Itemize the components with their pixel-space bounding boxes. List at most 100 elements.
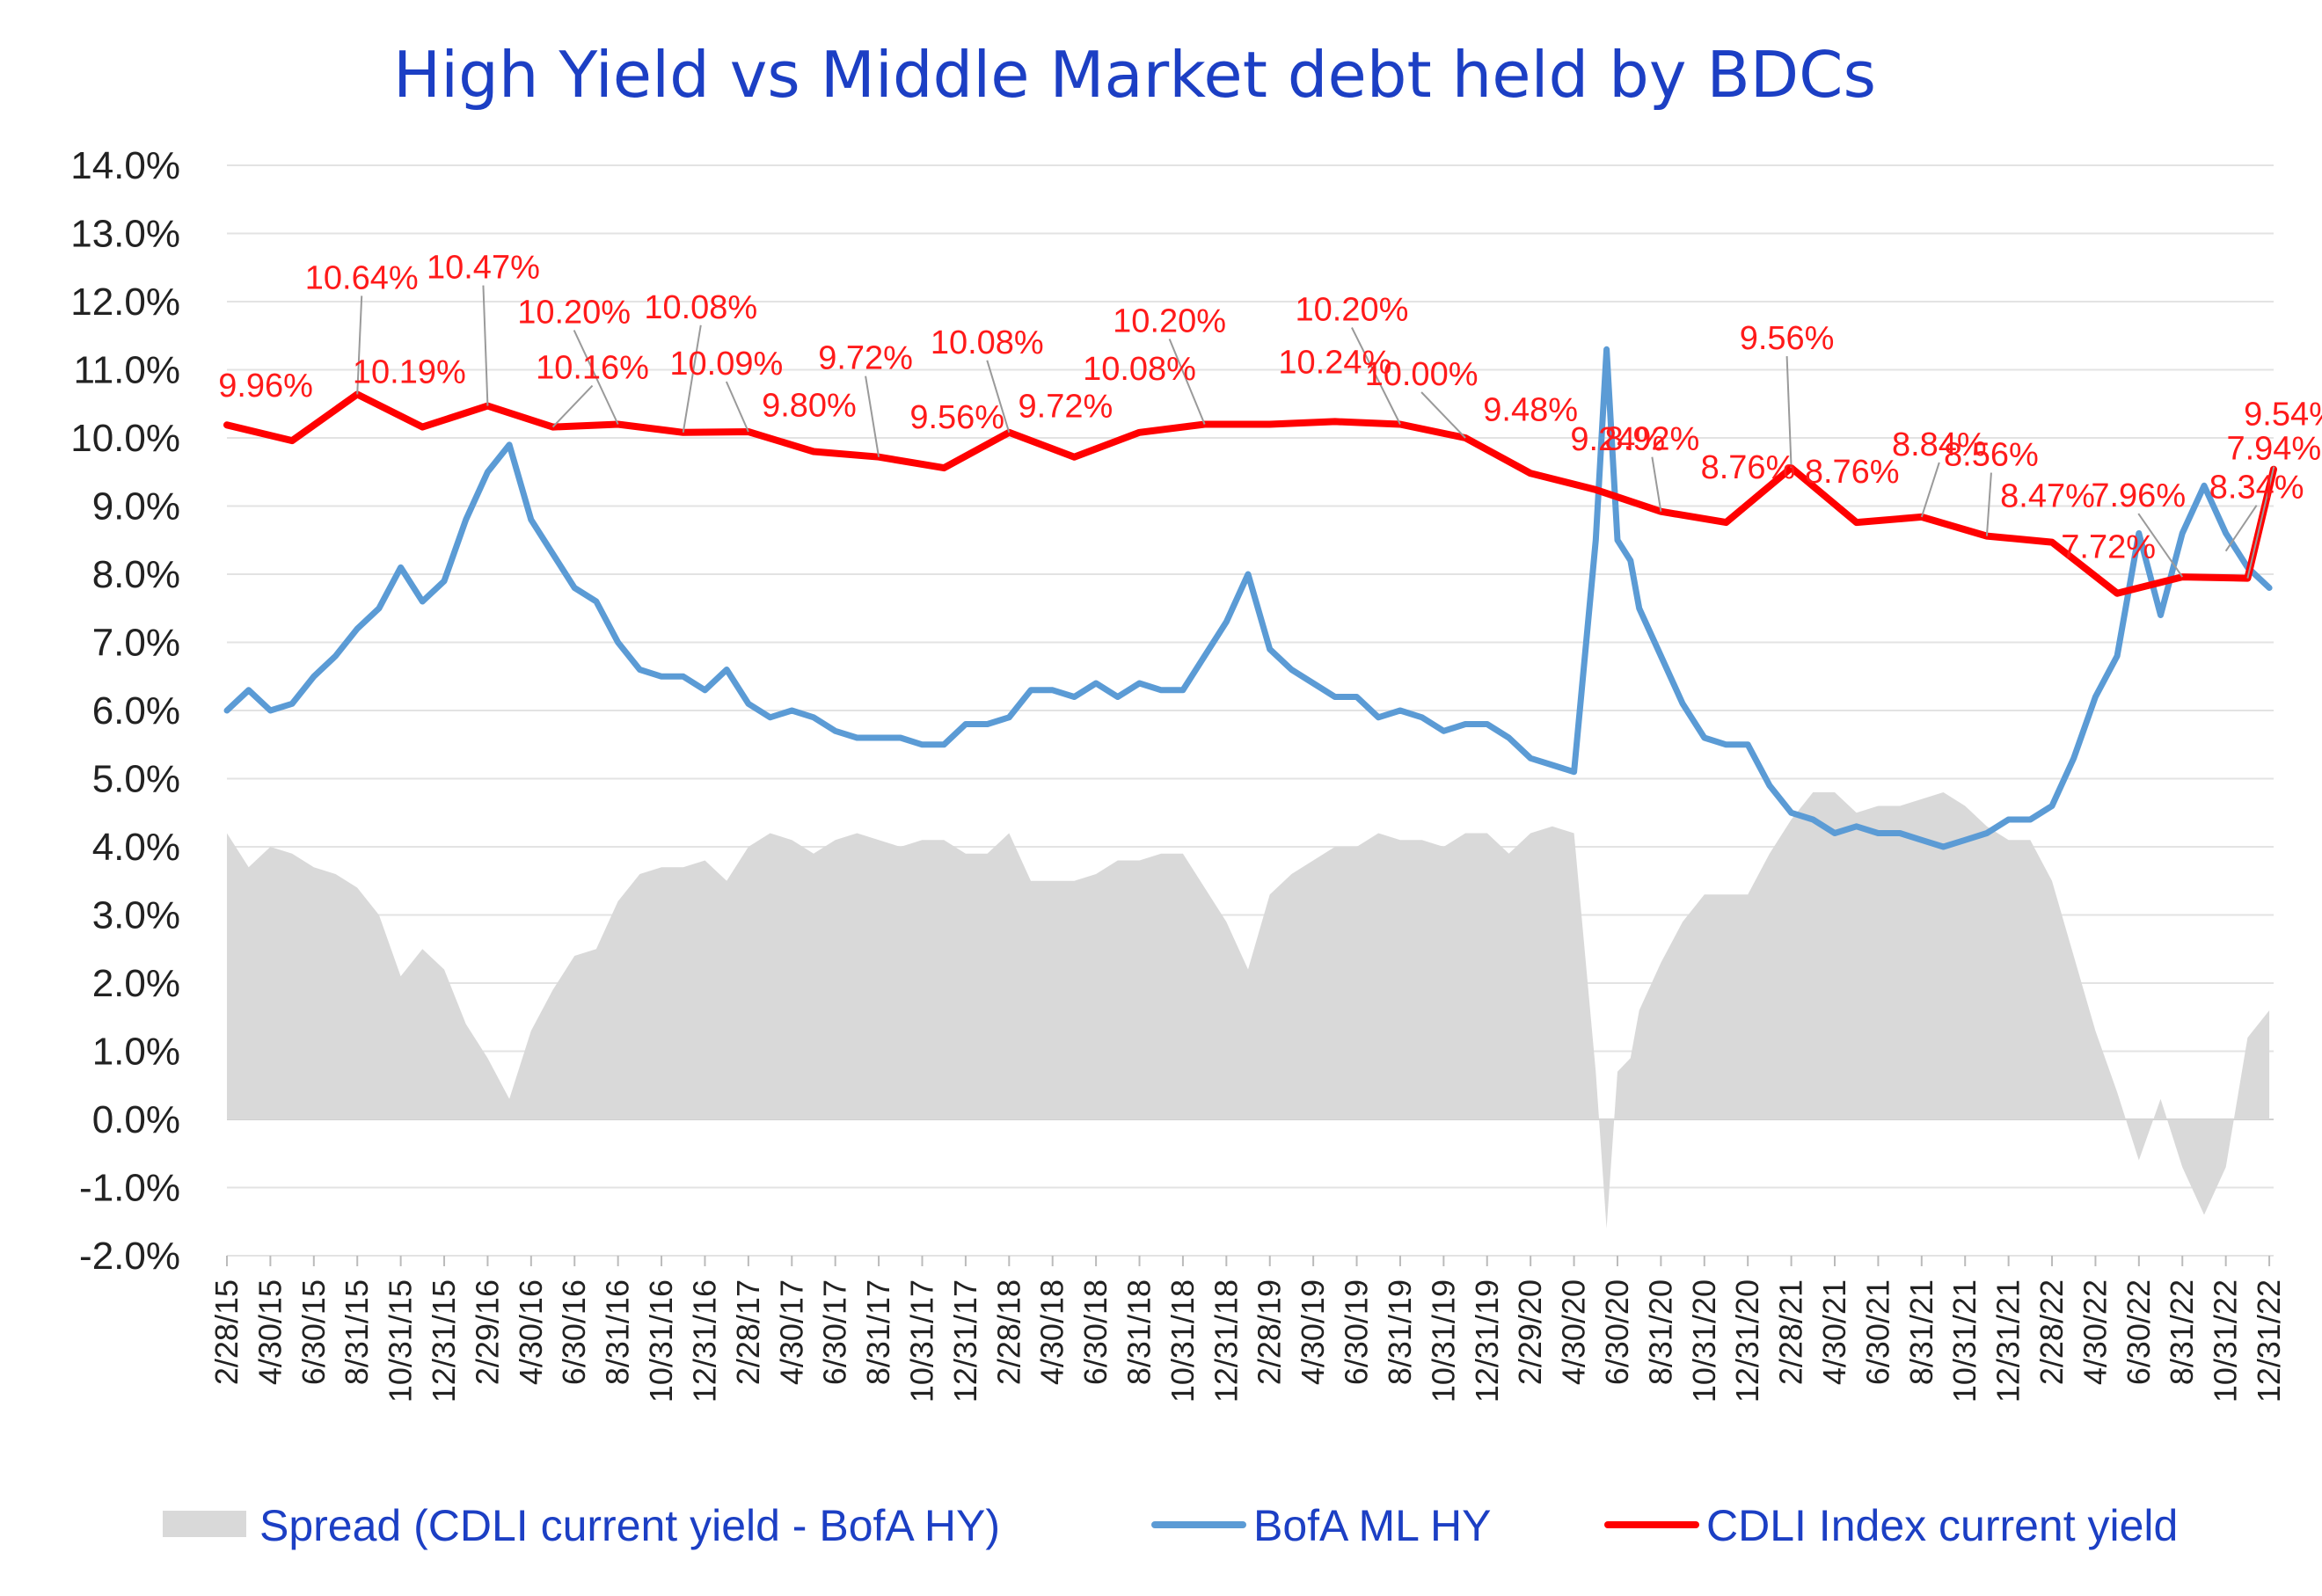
x-tick-label: 12/31/19 [1469, 1279, 1505, 1403]
x-tick-label: 6/30/15 [296, 1279, 332, 1385]
x-tick-label: 6/30/16 [556, 1279, 592, 1385]
y-tick-label: 13.0% [70, 213, 180, 256]
data-label-leaders [356, 285, 2275, 579]
data-label-leader [1420, 391, 1466, 439]
y-tick-label: 12.0% [70, 281, 180, 324]
data-label-leader [986, 360, 1011, 434]
x-tick-label: 2/28/15 [208, 1279, 245, 1385]
x-tick-label: 12/31/16 [686, 1279, 722, 1403]
y-tick-label: 4.0% [92, 826, 180, 869]
data-label-leader [725, 381, 749, 433]
data-label: 9.54% [2244, 397, 2322, 434]
legend: Spread (CDLI current yield - BofA HY) Bof… [163, 1501, 2178, 1550]
x-tick-label: 2/28/21 [1773, 1279, 1809, 1385]
data-label-leader [865, 375, 880, 457]
y-axis: -2.0% -1.0% 0.0% 1.0% 2.0% 3.0% 4.0% 5.0% 6.0% 7.… [70, 144, 180, 1278]
data-label: 10.00% [1365, 356, 1479, 393]
x-tick-label: 6/30/22 [2121, 1279, 2157, 1385]
data-label: 9.24% [1570, 421, 1665, 458]
x-tick-label: 8/31/18 [1121, 1279, 1157, 1385]
data-label-leader [573, 330, 619, 425]
x-tick-label: 10/31/18 [1165, 1279, 1201, 1403]
x-tick-label: 4/30/20 [1556, 1279, 1592, 1385]
x-tick-label: 4/30/16 [513, 1279, 549, 1385]
x-tick-label: 2/28/17 [730, 1279, 766, 1385]
x-tick-label: 10/31/21 [1946, 1279, 1982, 1403]
legend-entry: BofA ML HY [1151, 1501, 1491, 1550]
data-label: 8.92% [1605, 421, 1700, 458]
bofa-line-layer [223, 346, 2273, 850]
x-tick-label: 4/30/17 [773, 1279, 809, 1385]
data-label: 10.20% [1296, 292, 1409, 329]
cdli-line-layer [223, 390, 2277, 597]
data-label: 9.96% [218, 368, 313, 404]
y-tick-label: -1.0% [79, 1167, 180, 1210]
x-tick-label: 4/30/18 [1034, 1279, 1070, 1385]
y-tick-label: 6.0% [92, 689, 180, 732]
x-tick-label: 8/31/15 [339, 1279, 375, 1385]
x-tick-label: 2/28/18 [990, 1279, 1026, 1385]
x-tick-label: 10/31/22 [2208, 1279, 2244, 1403]
spread-area-layer [227, 792, 2270, 1228]
data-label: 10.24% [1278, 344, 1391, 381]
y-tick-label: 1.0% [92, 1031, 180, 1074]
data-label: 10.20% [1113, 303, 1226, 340]
y-tick-label: 14.0% [70, 144, 180, 187]
data-label: 9.72% [1019, 389, 1114, 426]
chart-title: High Yield vs Middle Market debt held by… [393, 38, 1876, 112]
y-tick-label: 7.0% [92, 622, 180, 665]
data-label: 7.94% [2226, 431, 2321, 468]
data-label: 8.56% [1944, 437, 2039, 474]
data-label: 10.08% [644, 289, 757, 326]
data-label-leader [1920, 462, 1940, 518]
x-tick-label: 2/29/16 [469, 1279, 505, 1385]
legend-label: BofA ML HY [1253, 1501, 1491, 1550]
x-tick-label: 8/31/22 [2164, 1279, 2200, 1385]
y-tick-label: 10.0% [70, 417, 180, 460]
data-label: 9.48% [1483, 391, 1578, 428]
data-label: 10.64% [305, 259, 419, 296]
data-label-leader [682, 324, 702, 433]
x-tick-label: 8/31/16 [600, 1279, 636, 1385]
data-label-leader [1985, 472, 1992, 536]
data-label: 10.19% [353, 354, 466, 391]
y-tick-label: 5.0% [92, 758, 180, 801]
data-label: 10.47% [427, 250, 540, 287]
y-tick-label: 2.0% [92, 962, 180, 1005]
data-label: 9.72% [818, 340, 913, 377]
data-label-leader [482, 285, 489, 406]
legend-entry: Spread (CDLI current yield - BofA HY) [163, 1501, 1000, 1550]
data-label-leader [2137, 513, 2184, 578]
data-labels: 9.96% 10.64% 10.19% 10.47% 10.16% 10.20% 10.08… [218, 250, 2322, 566]
x-tick-label: 4/30/19 [1295, 1279, 1331, 1385]
data-label: 8.84% [1892, 426, 1987, 463]
y-tick-label: 9.0% [92, 485, 180, 528]
data-label-leader [2246, 466, 2275, 579]
x-tick-label: 4/30/21 [1816, 1279, 1852, 1385]
x-tick-label: 2/28/22 [2034, 1279, 2070, 1385]
data-label-leader [2224, 505, 2258, 552]
x-axis: 2/28/15 4/30/15 6/30/15 8/31/15 10/31/15 12/3… [208, 1256, 2287, 1403]
data-label: 7.72% [2061, 529, 2156, 566]
data-label: 8.76% [1805, 454, 1900, 491]
data-label: 10.08% [1083, 351, 1196, 388]
x-tick-label: 12/31/20 [1729, 1279, 1765, 1403]
x-tick-label: 4/30/15 [252, 1279, 288, 1385]
x-tick-label: 10/31/17 [903, 1279, 939, 1403]
data-label-leader [356, 295, 363, 395]
x-tick-label: 12/31/15 [426, 1279, 462, 1403]
x-tick-label: 6/30/20 [1599, 1279, 1635, 1385]
x-tick-label: 12/31/18 [1208, 1279, 1244, 1403]
y-tick-label: 3.0% [92, 894, 180, 937]
y-tick-label: -2.0% [79, 1235, 180, 1278]
x-tick-label: 12/31/21 [1990, 1279, 2026, 1403]
legend-label: Spread (CDLI current yield - BofA HY) [259, 1501, 1000, 1550]
x-tick-label: 12/31/22 [2251, 1279, 2287, 1403]
x-tick-label: 6/30/18 [1077, 1279, 1114, 1385]
data-label-leader [1168, 339, 1206, 425]
data-label-leader [1351, 327, 1401, 425]
legend-entry: CDLI Index current yield [1604, 1501, 2178, 1550]
x-tick-label: 10/31/15 [383, 1279, 419, 1403]
data-label: 10.09% [669, 346, 783, 383]
